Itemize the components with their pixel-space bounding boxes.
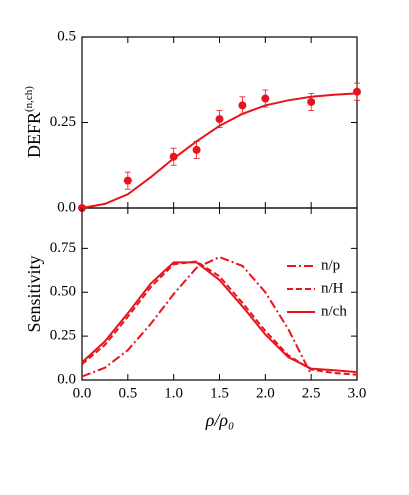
y-tick-label: 0.50 [50,284,76,300]
y-tick-label: 0.25 [50,114,76,130]
y-tick-label: 0.0 [57,199,76,215]
data-point [169,152,178,161]
x-tick-label: 1.5 [210,385,229,401]
y-tick-label: 0.25 [50,328,76,344]
x-axis-label: ρ/ρ₀ [205,410,235,430]
data-point [353,87,361,96]
y-axis-label-sup: (n,ch) [23,86,35,112]
x-tick-label: 2.5 [302,385,321,401]
x-tick-label: 0.0 [73,385,92,401]
data-point [238,101,247,110]
series-line [81,256,313,378]
y-tick-label: 0.5 [57,28,76,44]
y-axis-label-main: DEFR [24,112,44,158]
x-tick-label: 2.0 [256,385,275,401]
y-axis-label: DEFR(n,ch) [23,86,45,158]
x-tick-label: 0.5 [118,385,137,401]
data-point [261,94,270,103]
legend-label: n/H [321,280,344,296]
data-point [123,176,132,185]
y-tick-label: 0.0 [57,371,76,387]
series-line [81,261,358,374]
x-tick-label: 1.0 [164,385,183,401]
legend-label: n/p [321,257,340,273]
y-tick-label: 0.75 [50,240,76,256]
legend-label: n/ch [321,303,347,319]
y-axis-label: Sensitivity [24,255,44,332]
data-point [215,115,224,124]
x-tick-label: 3.0 [348,385,367,401]
data-point [307,97,316,106]
data-point [192,145,201,154]
